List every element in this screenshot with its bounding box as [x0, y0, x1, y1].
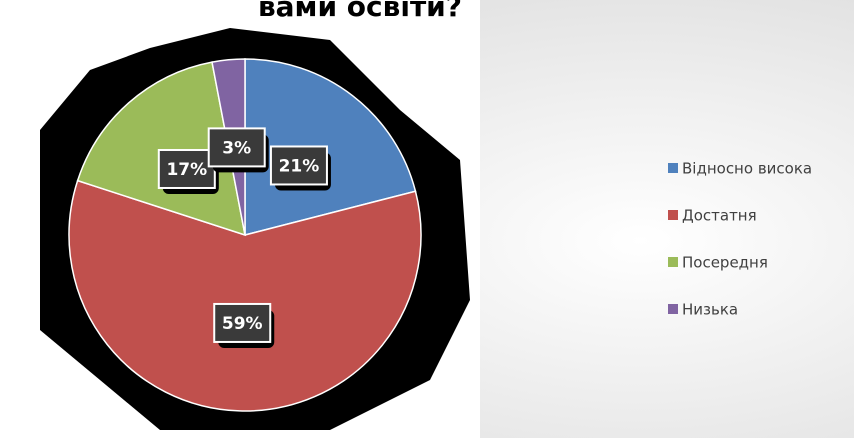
- label-box: [157, 148, 216, 189]
- legend-swatch: [668, 163, 678, 173]
- label-box: [207, 127, 266, 168]
- pie-slice: [68, 179, 422, 412]
- legend-label: Достатня: [682, 207, 757, 225]
- legend-swatch: [668, 257, 678, 267]
- data-label: 21%: [279, 156, 320, 176]
- data-label: 17%: [166, 160, 207, 180]
- pie-slice: [244, 58, 417, 236]
- legend-swatch: [668, 210, 678, 220]
- data-label: 3%: [222, 138, 251, 158]
- chart-title: вами освіти?: [258, 0, 462, 23]
- legend-label: Посередня: [682, 254, 768, 272]
- label-box: [213, 302, 272, 343]
- legend-swatch: [668, 304, 678, 314]
- legend-label: Відносно висока: [682, 160, 812, 178]
- legend-label: Низька: [682, 301, 738, 319]
- label-box: [269, 145, 328, 186]
- data-label: 59%: [222, 314, 263, 334]
